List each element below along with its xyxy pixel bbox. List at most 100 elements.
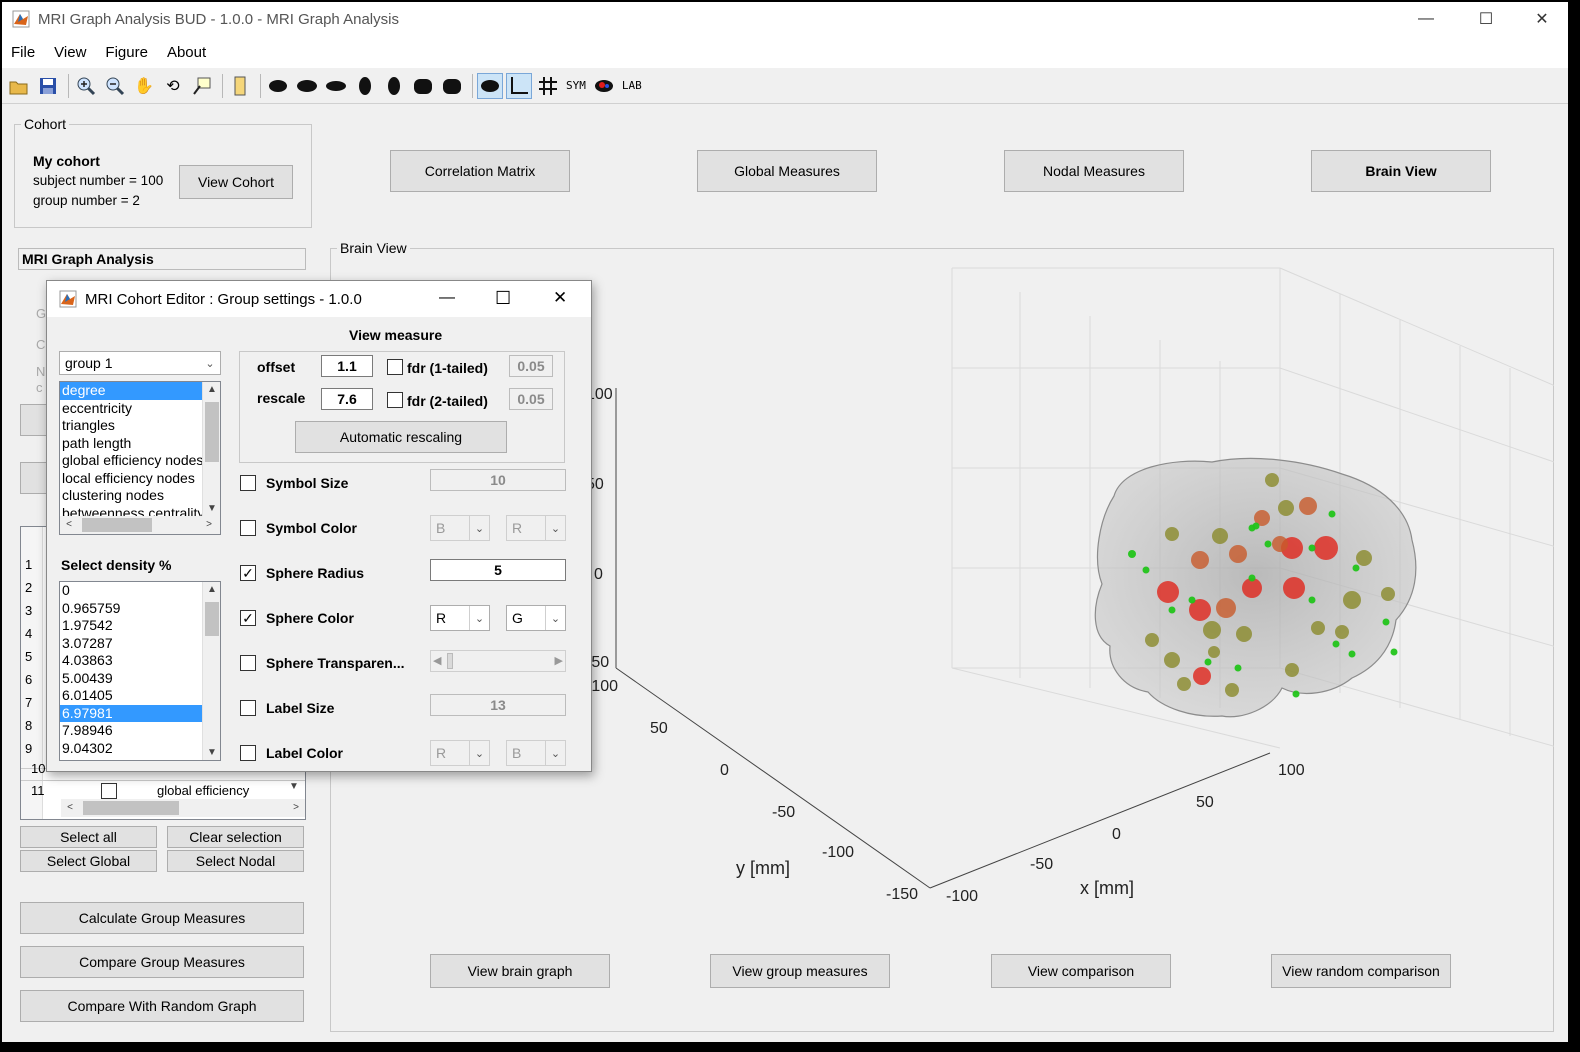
menu-file[interactable]: File [11,43,36,61]
brain-view-3-icon[interactable] [323,73,349,99]
density-list[interactable]: 0 0.965759 1.97542 3.07287 4.03863 5.00439 6.0… [59,581,221,761]
zoom-out-icon[interactable] [102,73,128,99]
scroll-down-icon[interactable]: ▼ [207,747,217,758]
clear-selection-button[interactable]: Clear selection [167,826,304,848]
measure-list-item[interactable]: eccentricity [62,399,133,416]
scroll-left-icon[interactable]: < [66,519,72,530]
compare-random-graph-button[interactable]: Compare With Random Graph [20,990,304,1022]
slider-left-icon[interactable]: ◀ [433,655,442,667]
pan-icon[interactable]: ✋ [134,77,154,95]
minimize-button[interactable]: — [1398,2,1454,36]
data-cursor-icon[interactable] [189,73,215,99]
view-comparison-button[interactable]: View comparison [991,954,1171,988]
vscroll-thumb[interactable] [205,402,219,462]
measure-list-item[interactable]: path length [62,434,132,451]
slider-thumb[interactable] [447,653,453,669]
slider-right-icon[interactable]: ▶ [554,655,563,667]
label-size-checkbox[interactable] [240,700,256,716]
table-hscroll[interactable]: < > [61,799,305,817]
global-measures-button[interactable]: Global Measures [697,150,877,192]
rotate-icon[interactable]: ⟲ [166,77,180,95]
brain-view-5-icon[interactable] [381,73,407,99]
lab-icon[interactable]: LAB [621,79,642,92]
scroll-down-icon[interactable]: ▼ [207,503,217,514]
symbol-color-checkbox[interactable] [240,520,256,536]
view-cohort-button[interactable]: View Cohort [179,165,293,199]
measure-list-item[interactable]: local efficiency nodes [62,469,195,486]
brain-icon[interactable] [477,72,503,99]
select-nodal-button[interactable]: Select Nodal [167,850,304,872]
menu-about[interactable]: About [166,43,207,61]
group-select[interactable]: group 1 ⌄ [59,351,221,375]
rescale-input[interactable]: 7.6 [321,388,373,410]
scroll-up-icon[interactable]: ▲ [207,584,217,595]
brain-view-7-icon[interactable] [439,73,465,99]
colorbar-icon[interactable] [227,73,253,99]
sphere-transparency-checkbox[interactable] [240,655,256,671]
brain-view-1-icon[interactable] [265,73,291,99]
measures-vscroll[interactable]: ▲ ▼ [202,382,220,516]
offset-input[interactable]: 1.1 [321,355,373,377]
density-list-item[interactable]: 3.07287 [62,634,113,651]
brain-view-6-icon[interactable] [410,73,436,99]
dialog-maximize-icon[interactable]: ☐ [495,288,512,308]
fdr-2-tailed-checkbox[interactable] [387,392,403,408]
row-checkbox[interactable] [101,783,117,799]
view-random-comparison-button[interactable]: View random comparison [1271,954,1451,988]
density-list-item[interactable]: 6.01405 [62,687,113,703]
scroll-down-icon[interactable]: ▼ [289,781,299,792]
sphere-color-select-2[interactable]: G ⌄ [506,605,566,631]
density-vscroll[interactable]: ▲ ▼ [202,582,220,760]
brain-view-button[interactable]: Brain View [1311,150,1491,192]
density-list-item[interactable]: 6.97981 [60,704,202,722]
sphere-radius-checkbox[interactable]: ✓ [240,565,256,581]
label-color-checkbox[interactable] [240,745,256,761]
dialog-minimize-icon[interactable]: — [439,289,455,306]
scroll-up-icon[interactable]: ▲ [207,384,217,395]
sphere-transparency-slider[interactable]: ◀ ▶ [430,650,566,672]
calculate-group-measures-button[interactable]: Calculate Group Measures [20,902,304,934]
measure-list-item[interactable]: triangles [62,417,115,433]
hscroll-thumb[interactable] [82,518,152,532]
hscroll-thumb[interactable] [83,801,179,815]
grid-icon[interactable] [535,73,561,99]
zoom-in-icon[interactable] [73,73,99,99]
select-all-button[interactable]: Select all [20,826,157,848]
brain-view-2-icon[interactable] [294,73,320,99]
density-list-item[interactable]: 7.98946 [62,722,113,738]
measure-list-item[interactable]: global efficiency nodes [62,452,202,468]
save-icon[interactable] [35,73,61,99]
open-icon[interactable] [6,73,32,99]
measures-hscroll[interactable]: < > [60,516,220,534]
dialog-close-icon[interactable]: ✕ [553,288,568,307]
brain-view-4-icon[interactable] [352,73,378,99]
close-button[interactable]: ✕ [1514,2,1568,36]
scroll-right-icon[interactable]: > [206,519,212,530]
measure-list-item[interactable]: degree [60,382,202,400]
scroll-left-icon[interactable]: < [67,802,73,813]
measure-list-item[interactable]: clustering nodes [62,487,164,503]
sphere-color-select-1[interactable]: R ⌄ [430,605,490,631]
density-list-item[interactable]: 0 [62,582,70,598]
vscroll-thumb[interactable] [205,602,219,636]
density-list-item[interactable]: 0.965759 [62,599,121,616]
brain-3d-axes[interactable] [330,248,1554,948]
sphere-radius-input[interactable]: 5 [430,559,566,581]
correlation-matrix-button[interactable]: Correlation Matrix [390,150,570,192]
measures-list[interactable]: degree eccentricity triangles path length gl… [59,381,221,535]
sym-icon[interactable]: SYM [566,79,586,92]
fdr-1-tailed-checkbox[interactable] [387,359,403,375]
menu-figure[interactable]: Figure [105,43,148,61]
view-group-measures-button[interactable]: View group measures [710,954,890,988]
density-list-item[interactable]: 9.04302 [62,739,113,756]
compare-group-measures-button[interactable]: Compare Group Measures [20,946,304,978]
scroll-right-icon[interactable]: > [293,802,299,813]
automatic-rescaling-button[interactable]: Automatic rescaling [295,421,507,453]
density-list-item[interactable]: 5.00439 [62,669,113,686]
maximize-button[interactable]: ☐ [1458,2,1514,36]
brain-color-icon[interactable] [591,73,617,99]
select-global-button[interactable]: Select Global [20,850,157,872]
menu-view[interactable]: View [54,43,87,61]
view-brain-graph-button[interactable]: View brain graph [430,954,610,988]
sphere-color-checkbox[interactable]: ✓ [240,610,256,626]
